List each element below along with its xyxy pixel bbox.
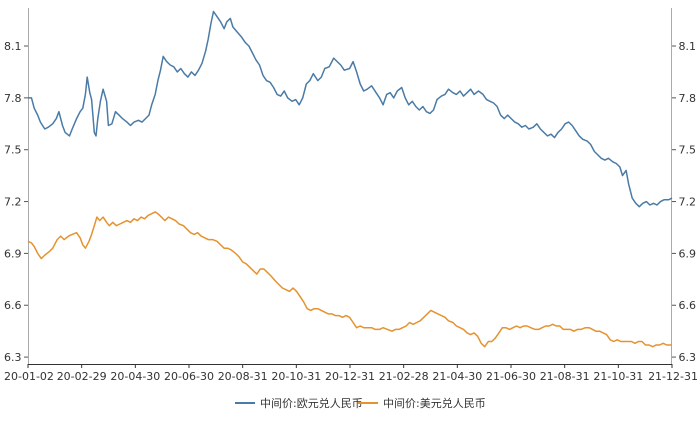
y-tick-label-left: 6.6 bbox=[4, 299, 22, 312]
y-tick-label-right: 6.9 bbox=[679, 247, 697, 260]
x-tick-label: 20-01-02 bbox=[4, 370, 54, 383]
x-tick-label: 21-08-31 bbox=[540, 370, 590, 383]
y-tick-label-right: 7.2 bbox=[679, 196, 697, 209]
y-tick-label-left: 8.1 bbox=[4, 40, 22, 53]
x-tick-label: 21-02-28 bbox=[379, 370, 429, 383]
x-tick-label: 20-04-30 bbox=[110, 370, 160, 383]
x-tick-label: 21-10-31 bbox=[593, 370, 643, 383]
y-tick-label-left: 7.8 bbox=[4, 92, 22, 105]
chart-axes: 20-01-02 20-02-29 20-04-30 20-06-30 20-08-31… bbox=[4, 8, 698, 383]
y-tick-label-right: 6.3 bbox=[679, 351, 697, 364]
y-tick-label-left: 6.3 bbox=[4, 351, 22, 364]
x-tick-label: 21-06-30 bbox=[486, 370, 536, 383]
y-tick-label-right: 6.6 bbox=[679, 299, 697, 312]
legend: 中间价:欧元兑人民币 中间价:美元兑人民币 bbox=[235, 396, 486, 410]
y-tick-label-right: 7.8 bbox=[679, 92, 697, 105]
x-tick-label: 20-06-30 bbox=[164, 370, 214, 383]
x-tick-label: 21-04-30 bbox=[432, 370, 482, 383]
y-tick-label-left: 7.5 bbox=[4, 144, 22, 157]
series-lines bbox=[27, 10, 673, 348]
x-tick-label: 21-12-31 bbox=[648, 370, 698, 383]
legend-label-usd-cny: 中间价:美元兑人民币 bbox=[383, 396, 486, 410]
x-tick-label: 20-08-31 bbox=[218, 370, 268, 383]
x-tick-label: 20-02-29 bbox=[57, 370, 107, 383]
y-tick-label-right: 8.1 bbox=[679, 40, 697, 53]
x-tick-label: 20-10-31 bbox=[271, 370, 321, 383]
legend-label-eur-cny: 中间价:欧元兑人民币 bbox=[260, 396, 363, 410]
series-line-eur-cny bbox=[28, 10, 673, 208]
y-tick-label-right: 7.5 bbox=[679, 144, 697, 157]
series-line-usd-cny bbox=[27, 211, 672, 348]
x-tick-label: 20-12-31 bbox=[325, 370, 375, 383]
y-tick-label-left: 6.9 bbox=[4, 247, 22, 260]
y-tick-label-left: 7.2 bbox=[4, 196, 22, 209]
